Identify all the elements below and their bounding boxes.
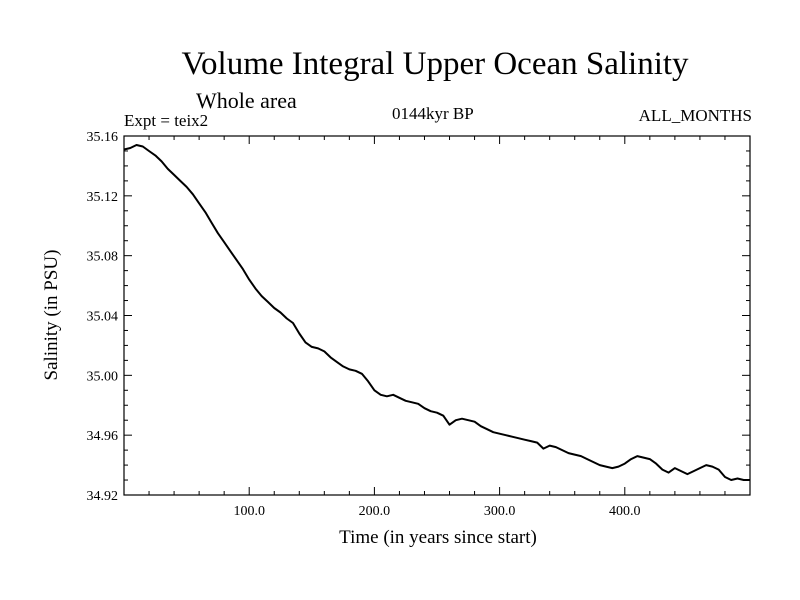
y-tick-label: 35.12 bbox=[87, 190, 119, 205]
chart-marks: 34.92 34.96 35.00 35.04 35.08 35.12 35.16 100.0… bbox=[87, 130, 751, 519]
y-tick-label: 34.96 bbox=[87, 429, 119, 444]
y-tick-label: 35.04 bbox=[87, 310, 119, 325]
x-tick-label: 200.0 bbox=[359, 504, 391, 519]
salinity-series-line bbox=[123, 144, 750, 481]
y-tick-label: 35.00 bbox=[87, 369, 119, 384]
chart-subtitle: Whole area bbox=[196, 88, 297, 113]
y-tick-label: 34.92 bbox=[87, 489, 119, 504]
x-tick-label: 400.0 bbox=[609, 504, 641, 519]
months-label: ALL_MONTHS bbox=[638, 106, 752, 125]
x-tick-label: 100.0 bbox=[233, 504, 265, 519]
experiment-label: Expt = teix2 bbox=[124, 111, 209, 130]
chart-title: Volume Integral Upper Ocean Salinity bbox=[181, 46, 689, 82]
y-tick-label: 35.08 bbox=[87, 250, 119, 265]
plot-frame bbox=[123, 135, 751, 496]
y-tick-label: 35.16 bbox=[87, 130, 119, 145]
period-label: 0144kyr BP bbox=[392, 104, 474, 123]
x-tick-label: 300.0 bbox=[484, 504, 516, 519]
x-axis-label: Time (in years since start) bbox=[339, 527, 537, 548]
